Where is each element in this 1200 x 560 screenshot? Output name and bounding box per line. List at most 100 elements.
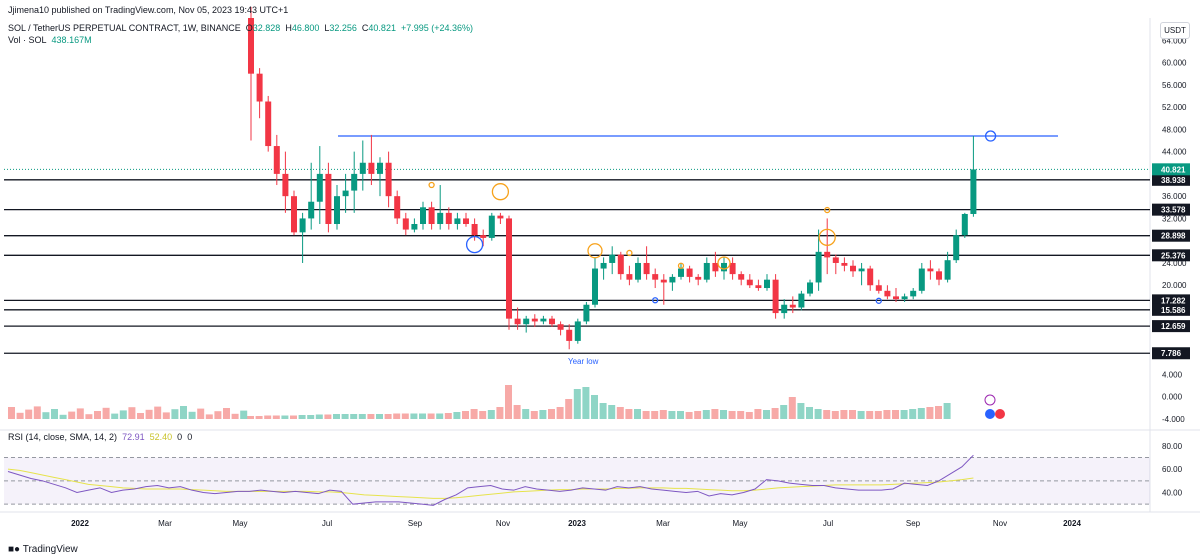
candle-body (351, 173, 358, 191)
volume-bar (539, 410, 547, 419)
volume-bar (59, 414, 67, 419)
candle-body (377, 162, 383, 174)
candle-body (368, 162, 375, 174)
symbol-title[interactable]: SOL / TetherUS PERPETUAL CONTRACT, 1W, B… (8, 23, 241, 33)
volume-bar (505, 385, 512, 419)
publisher-text: Jjimena10 published on TradingView.com, … (8, 5, 289, 15)
candle-body (506, 218, 512, 319)
volume-bar (849, 410, 856, 419)
volume-bar (565, 399, 573, 419)
low-label: L (324, 23, 330, 33)
candle-body (635, 262, 641, 280)
volume-label[interactable]: Vol · SOL (8, 35, 47, 45)
currency-button[interactable]: USDT (1160, 22, 1190, 39)
volume-bar (410, 413, 418, 419)
volume-bar (298, 415, 306, 419)
volume-bar (737, 411, 745, 419)
volume-bar (892, 410, 899, 419)
volume-bar (668, 411, 676, 419)
candle-body (764, 279, 770, 289)
change-value: +7.995 (+24.36%) (400, 23, 474, 33)
open-label: O (245, 23, 253, 33)
earnings-marker-icon (985, 409, 995, 419)
candle-body (325, 173, 332, 224)
level-price-label: 33.578 (1161, 206, 1186, 215)
candle-body (729, 262, 736, 275)
volume-bar (393, 413, 401, 419)
volume-bar (367, 414, 375, 419)
volume-bar (462, 411, 469, 419)
level-price-label: 17.282 (1161, 296, 1186, 305)
candle-body (850, 265, 856, 272)
candle-body (918, 268, 925, 291)
price-tick-label: 48.000 (1162, 125, 1187, 134)
candle-body (480, 235, 487, 238)
volume-bar (814, 409, 822, 419)
candle-body (953, 235, 960, 261)
volume-bar (625, 409, 633, 419)
price-tick-label: 64.000 (1162, 36, 1187, 45)
volume-bar (720, 410, 727, 419)
dividend-marker-icon (995, 409, 1005, 419)
time-axis-label: Jul (322, 519, 332, 528)
level-price-label: 25.376 (1161, 251, 1186, 260)
level-price-tag (1152, 173, 1190, 186)
highlight-circle-blue (875, 297, 882, 304)
candle-body (531, 318, 538, 322)
volume-bar (76, 408, 84, 419)
candle-body (695, 276, 702, 280)
volume-bar (137, 413, 144, 419)
candle-body (428, 207, 435, 224)
candle-body (463, 218, 469, 224)
volume-bar (188, 411, 196, 419)
volume-bar (582, 387, 590, 419)
rsi-extra-2: 0 (187, 432, 193, 442)
rsi-label[interactable]: RSI (14, close, SMA, 14, 2) (8, 432, 118, 442)
volume-bar (496, 407, 504, 419)
volume-bar (840, 410, 848, 419)
volume-bar (479, 411, 487, 419)
volume-bar (444, 413, 452, 419)
candle-body (402, 218, 409, 230)
candle-body (334, 196, 340, 224)
volume-bar (943, 403, 951, 419)
time-axis-label: Mar (656, 519, 670, 528)
candle-body (738, 274, 745, 280)
level-price-tag (1152, 320, 1190, 333)
volume-bar (599, 403, 607, 419)
candle-body (420, 207, 426, 224)
candle-body (678, 268, 684, 277)
high-value: 46.800 (291, 23, 320, 33)
candle-body (316, 173, 323, 202)
volume-bar (255, 416, 263, 419)
candle-body (652, 274, 659, 280)
volume-bar (487, 410, 495, 419)
candle-body (488, 215, 495, 238)
highlight-circle-orange (717, 256, 731, 270)
volume-bar (119, 410, 127, 419)
candle-body (282, 173, 289, 197)
tradingview-logo[interactable]: ■● TradingView (8, 544, 78, 555)
volume-bar (909, 409, 917, 419)
volume-bar (436, 413, 444, 419)
low-value: 32.256 (329, 23, 357, 33)
price-tick-label: 32.000 (1162, 214, 1187, 223)
rsi-tick-label: 40.00 (1162, 489, 1183, 498)
candle-body (841, 262, 848, 266)
volume-bar (290, 415, 297, 419)
candle-body (359, 162, 366, 174)
candle-body (875, 285, 882, 291)
candle-body (600, 262, 607, 269)
price-tick-label: 24.000 (1162, 259, 1187, 268)
volume-bar (806, 407, 813, 419)
close-value: 40.821 (368, 23, 396, 33)
event-marker-icon (984, 394, 996, 406)
highlight-circle-blue (465, 235, 484, 254)
volume-bar (94, 411, 101, 419)
volume-bar (797, 403, 805, 419)
volume-bar (745, 412, 753, 419)
time-axis-label: Mar (158, 519, 172, 528)
volume-bar (171, 409, 179, 419)
